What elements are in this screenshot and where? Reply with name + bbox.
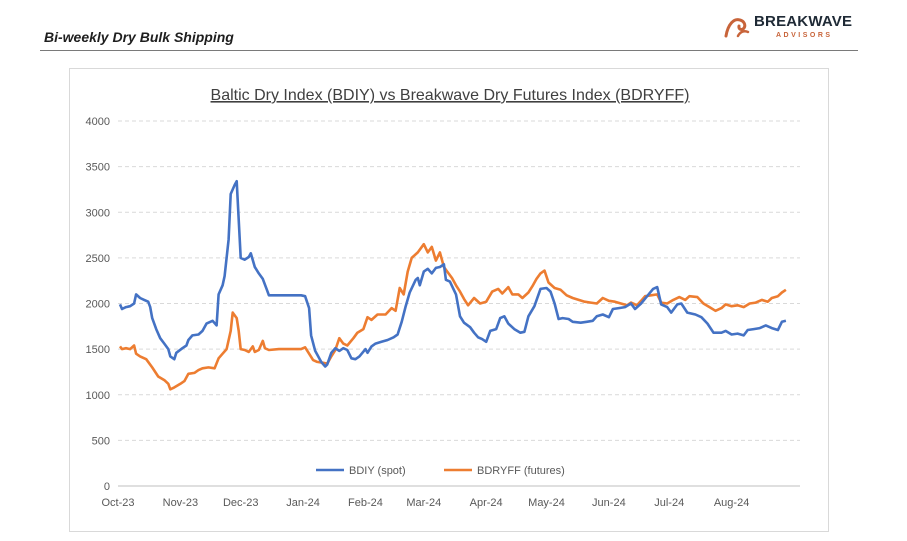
y-tick-label: 500 (92, 435, 110, 447)
wave-icon (724, 18, 750, 38)
x-tick-label: Feb-24 (348, 497, 383, 509)
x-tick-label: Jan-24 (286, 497, 320, 509)
y-tick-label: 1500 (86, 344, 110, 356)
x-tick-label: Apr-24 (470, 497, 503, 509)
y-tick-label: 1000 (86, 390, 110, 402)
chart-title: Baltic Dry Index (BDIY) vs Breakwave Dry… (211, 87, 690, 104)
x-tick-label: Mar-24 (406, 497, 441, 509)
y-axis: 0 500 1000 1500 2000 2500 3000 3500 4000 (86, 116, 110, 493)
x-axis: Oct-23 Nov-23 Dec-23 Jan-24 Feb-24 Mar-24 Apr-… (101, 497, 749, 509)
page-header-title: Bi-weekly Dry Bulk Shipping (44, 29, 234, 45)
series-line-bdiy (118, 179, 787, 368)
chart-frame (69, 68, 829, 532)
gridlines (118, 120, 800, 487)
x-tick-label: Aug-24 (714, 497, 749, 509)
x-tick-label: Oct-23 (101, 497, 134, 509)
series-lines (118, 179, 787, 391)
y-tick-label: 3500 (86, 162, 110, 174)
legend: BDIY (spot) BDRYFF (futures) (316, 465, 565, 477)
x-tick-label: Nov-23 (163, 497, 198, 509)
legend-label: BDIY (spot) (349, 465, 406, 477)
x-tick-label: Jun-24 (592, 497, 626, 509)
y-tick-label: 0 (104, 481, 110, 493)
y-tick-label: 2500 (86, 253, 110, 265)
logo-wordmark: BREAKWAVE (754, 13, 853, 30)
x-tick-label: Jul-24 (654, 497, 684, 509)
series-line-bdryff (118, 242, 787, 391)
y-tick-label: 4000 (86, 116, 110, 128)
legend-label: BDRYFF (futures) (477, 465, 565, 477)
y-tick-label: 3000 (86, 207, 110, 219)
logo-subtitle: ADVISORS (776, 32, 833, 39)
breakwave-logo: BREAKWAVE ADVISORS (724, 13, 854, 43)
header-divider (40, 50, 858, 51)
y-tick-label: 2000 (86, 299, 110, 311)
x-tick-label: Dec-23 (223, 497, 258, 509)
x-tick-label: May-24 (528, 497, 565, 509)
